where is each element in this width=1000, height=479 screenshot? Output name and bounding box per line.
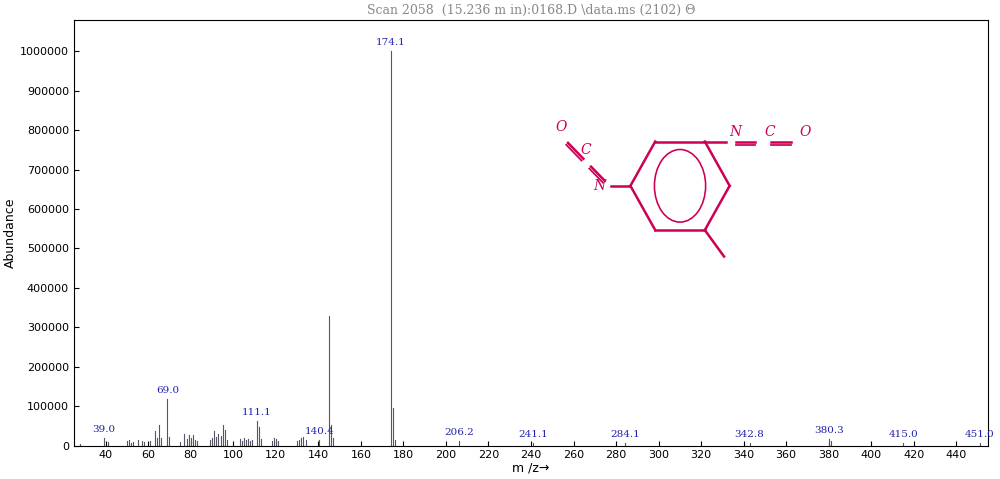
Text: 69.0: 69.0 bbox=[156, 386, 179, 395]
Text: 140.4: 140.4 bbox=[304, 427, 334, 436]
Text: 451.0: 451.0 bbox=[965, 430, 995, 439]
Text: 174.1: 174.1 bbox=[376, 38, 406, 47]
Title: Scan 2058  (15.236 m in):0168.D \data.ms (2102) Θ: Scan 2058 (15.236 m in):0168.D \data.ms … bbox=[367, 4, 695, 17]
Text: 111.1: 111.1 bbox=[242, 408, 272, 417]
Y-axis label: Abundance: Abundance bbox=[4, 197, 17, 268]
Text: 39.0: 39.0 bbox=[92, 425, 115, 434]
Text: 241.1: 241.1 bbox=[518, 430, 548, 439]
Text: 206.2: 206.2 bbox=[444, 428, 474, 437]
Text: 342.8: 342.8 bbox=[735, 430, 764, 439]
X-axis label: m /z→: m /z→ bbox=[512, 462, 550, 475]
Text: 380.3: 380.3 bbox=[814, 426, 844, 435]
Text: 284.1: 284.1 bbox=[610, 430, 640, 439]
Text: 415.0: 415.0 bbox=[888, 430, 918, 439]
